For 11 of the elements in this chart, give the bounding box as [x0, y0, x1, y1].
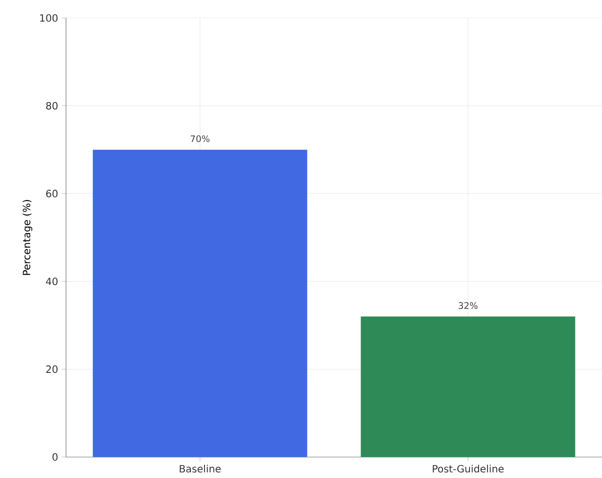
data-label: 32% — [458, 302, 478, 309]
data-label: 70% — [190, 135, 210, 142]
y-tick-label: 20 — [46, 365, 58, 373]
y-tick-label: 60 — [46, 190, 58, 198]
x-tick-label: Baseline — [180, 464, 221, 473]
y-tick-label: 100 — [40, 14, 58, 22]
x-tick-label: Post-Guideline — [432, 464, 504, 473]
y-tick-label: 80 — [46, 102, 58, 110]
y-axis-title: Percentage (%) — [22, 200, 32, 275]
y-tick-label: 40 — [46, 278, 58, 286]
y-tick-label: 0 — [52, 453, 58, 461]
